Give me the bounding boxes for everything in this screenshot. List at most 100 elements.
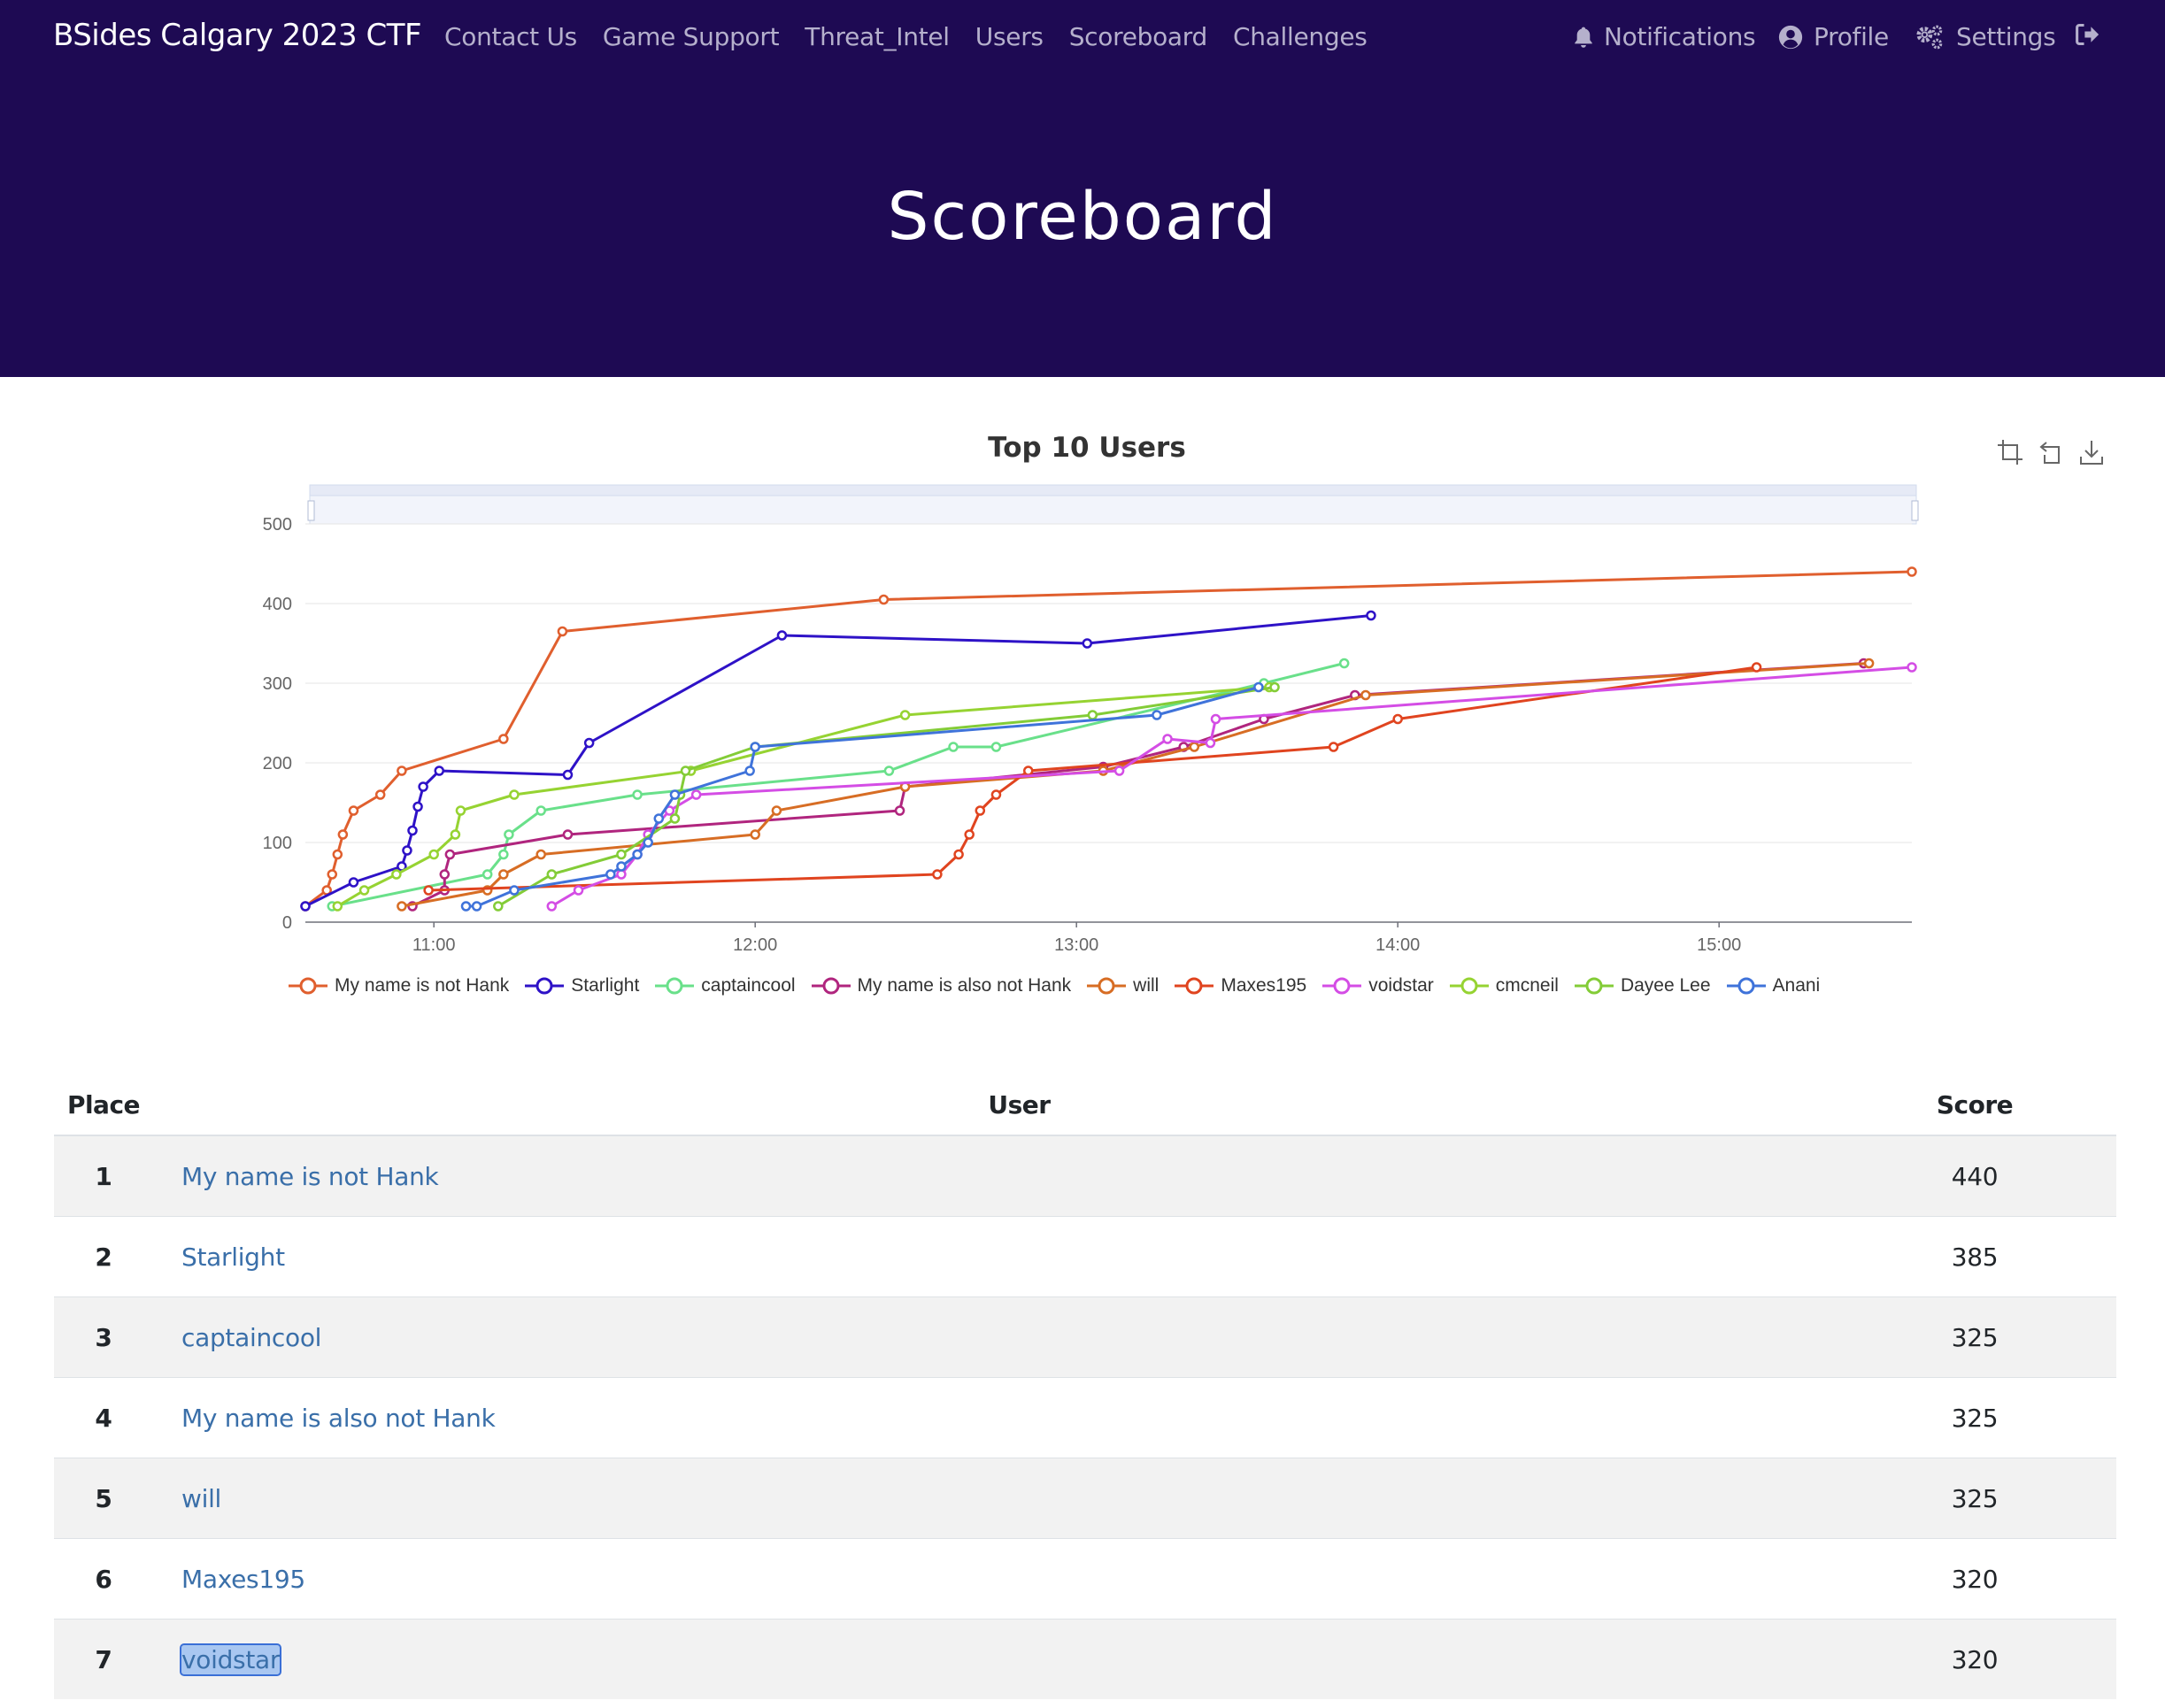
row-place: 2 bbox=[54, 1216, 153, 1297]
legend-item[interactable]: will bbox=[1087, 975, 1159, 996]
user-link[interactable]: Maxes195 bbox=[181, 1564, 305, 1594]
gears-icon bbox=[1916, 25, 1943, 49]
nav-challenges[interactable]: Challenges bbox=[1232, 22, 1368, 51]
data-point bbox=[1205, 737, 1216, 749]
data-point bbox=[878, 594, 890, 605]
data-point bbox=[1162, 734, 1173, 744]
legend-item[interactable]: My name is not Hank bbox=[289, 975, 509, 996]
nav-profile[interactable]: Profile bbox=[1778, 22, 1889, 51]
data-point bbox=[397, 901, 407, 912]
legend-item[interactable]: Dayee Lee bbox=[1574, 975, 1711, 996]
data-point bbox=[1152, 710, 1162, 720]
sign-out-icon bbox=[2076, 23, 2100, 46]
data-point bbox=[1253, 681, 1264, 693]
zoom-icon[interactable] bbox=[1997, 439, 2023, 465]
header-user: User bbox=[153, 1075, 1885, 1136]
data-point bbox=[546, 901, 558, 912]
data-point bbox=[1189, 742, 1200, 752]
series-starlight bbox=[300, 610, 1376, 912]
legend-item[interactable]: My name is also not Hank bbox=[811, 975, 1071, 996]
bell-icon bbox=[1575, 27, 1592, 48]
data-point bbox=[557, 626, 568, 637]
nav-settings[interactable]: Settings bbox=[1914, 22, 2056, 51]
x-tick-label: 13:00 bbox=[1054, 935, 1098, 955]
nav-notifications[interactable]: Notifications bbox=[1572, 22, 1756, 51]
row-score: 320 bbox=[1885, 1619, 2116, 1699]
legend-item[interactable]: Starlight bbox=[525, 975, 639, 996]
data-point bbox=[690, 789, 702, 800]
data-point bbox=[1113, 766, 1125, 776]
series-voidstar bbox=[546, 662, 1917, 912]
data-point bbox=[990, 789, 1002, 800]
data-point bbox=[605, 869, 616, 880]
user-link[interactable]: will bbox=[181, 1483, 222, 1513]
data-point bbox=[653, 813, 665, 824]
user-link[interactable]: captaincool bbox=[181, 1322, 322, 1352]
data-point bbox=[583, 737, 595, 749]
legend-line-icon bbox=[1175, 977, 1214, 995]
data-point bbox=[1751, 662, 1762, 673]
row-place: 5 bbox=[54, 1458, 153, 1539]
row-place: 3 bbox=[54, 1296, 153, 1378]
legend-line-icon bbox=[289, 977, 327, 995]
data-point bbox=[776, 630, 788, 641]
data-point bbox=[562, 769, 574, 781]
data-point bbox=[460, 901, 472, 912]
data-point bbox=[894, 805, 905, 816]
x-tick-label: 12:00 bbox=[733, 935, 777, 955]
series-anani bbox=[460, 681, 1264, 912]
legend-item[interactable]: cmcneil bbox=[1449, 975, 1559, 996]
data-point bbox=[1328, 742, 1339, 752]
data-point bbox=[932, 869, 943, 880]
user-link[interactable]: voidstar bbox=[179, 1643, 282, 1676]
legend-item[interactable]: Anani bbox=[1726, 975, 1820, 996]
user-link[interactable]: Starlight bbox=[181, 1242, 285, 1272]
data-point bbox=[616, 861, 627, 872]
series-line bbox=[428, 666, 1757, 892]
data-point bbox=[423, 885, 434, 896]
x-tick-label: 11:00 bbox=[412, 935, 456, 955]
nav-scoreboard[interactable]: Scoreboard bbox=[1068, 22, 1208, 51]
legend-line-icon bbox=[1449, 977, 1489, 995]
legend-item[interactable]: voidstar bbox=[1322, 975, 1434, 996]
data-point bbox=[616, 869, 627, 880]
score-graph: Top 10 Users 0 100 200 300 400 500 11:00 12:00 1… bbox=[0, 381, 2165, 1018]
nav-game-support[interactable]: Game Support bbox=[602, 22, 780, 51]
data-point bbox=[573, 885, 584, 896]
data-point bbox=[509, 789, 520, 800]
legend-label: My name is not Hank bbox=[335, 975, 510, 996]
nav-logout[interactable] bbox=[2074, 22, 2109, 47]
series-line bbox=[551, 666, 1913, 908]
nav-settings-label: Settings bbox=[1956, 22, 2056, 51]
data-point bbox=[546, 869, 558, 880]
table-row: 1 My name is not Hank 440 bbox=[54, 1135, 2116, 1217]
user-link[interactable]: My name is not Hank bbox=[181, 1161, 439, 1191]
series-will bbox=[397, 658, 1875, 912]
table-header-row: Place User Score bbox=[54, 1075, 2116, 1136]
zoom-reset-icon[interactable] bbox=[2038, 439, 2064, 465]
legend-line-icon bbox=[1726, 977, 1766, 995]
nav-contact-us[interactable]: Contact Us bbox=[444, 22, 577, 51]
legend-item[interactable]: Maxes195 bbox=[1175, 975, 1306, 996]
data-point bbox=[1338, 658, 1350, 669]
nav-users[interactable]: Users bbox=[975, 22, 1044, 51]
data-point bbox=[358, 885, 370, 896]
data-point bbox=[632, 849, 643, 860]
legend-label: Starlight bbox=[571, 975, 640, 996]
brand-link[interactable]: BSides Calgary 2023 CTF bbox=[53, 18, 422, 53]
data-point bbox=[439, 869, 451, 880]
nav-threat-intel[interactable]: Threat_Intel bbox=[805, 22, 950, 51]
nav-left: Contact Us Game Support Threat_Intel Use… bbox=[444, 22, 1368, 51]
series-line bbox=[466, 686, 1260, 908]
row-score: 325 bbox=[1885, 1296, 2116, 1378]
chart-legend: My name is not Hank Starlight captaincool M… bbox=[289, 975, 1836, 996]
download-icon[interactable] bbox=[2078, 439, 2105, 465]
legend-item[interactable]: captaincool bbox=[655, 975, 796, 996]
datazoom-slider[interactable] bbox=[307, 484, 1919, 525]
user-link[interactable]: My name is also not Hank bbox=[181, 1403, 496, 1433]
legend-line-icon bbox=[655, 977, 695, 995]
header-score: Score bbox=[1885, 1075, 2116, 1136]
data-point bbox=[300, 901, 311, 912]
data-point bbox=[744, 766, 755, 776]
line-chart[interactable]: 0 100 200 300 400 500 11:00 12:00 13:00 14:00 15:0… bbox=[0, 381, 2165, 1018]
